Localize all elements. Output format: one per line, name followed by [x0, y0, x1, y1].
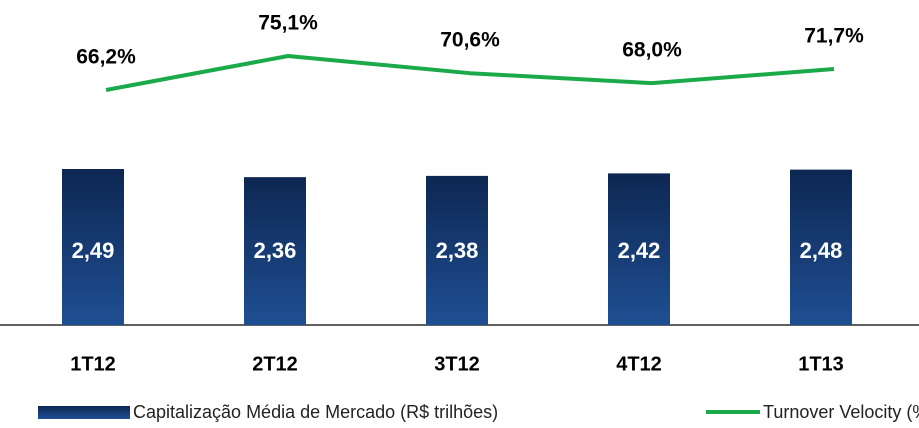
- bar-value-label: 2,42: [618, 238, 661, 263]
- line-value-label: 70,6%: [440, 29, 500, 52]
- line: [105, 54, 835, 92]
- bar-value-label: 2,38: [436, 238, 479, 263]
- legend-label: Turnover Velocity (%): [763, 402, 919, 422]
- bar: [608, 173, 670, 325]
- x-tick-label: 1T12: [70, 353, 116, 375]
- x-tick-label: 3T12: [434, 353, 480, 375]
- bar-value-label: 2,49: [72, 238, 115, 263]
- legend-swatch: [38, 406, 130, 419]
- bar-value-label: 2,48: [800, 238, 843, 263]
- bar: [244, 177, 306, 325]
- x-tick-label: 1T13: [798, 353, 844, 375]
- x-tick-label: 2T12: [252, 353, 298, 375]
- x-tick-label: 4T12: [616, 353, 662, 375]
- line-value-label: 66,2%: [76, 46, 136, 69]
- bar: [62, 169, 124, 325]
- line-value-label: 75,1%: [258, 12, 318, 35]
- legend-label: Capitalização Média de Mercado (R$ trilh…: [133, 402, 498, 422]
- line-value-label: 71,7%: [804, 25, 864, 48]
- bar-value-label: 2,36: [254, 238, 297, 263]
- line-value-label: 68,0%: [622, 39, 682, 62]
- bar: [426, 175, 488, 325]
- bar: [790, 169, 852, 325]
